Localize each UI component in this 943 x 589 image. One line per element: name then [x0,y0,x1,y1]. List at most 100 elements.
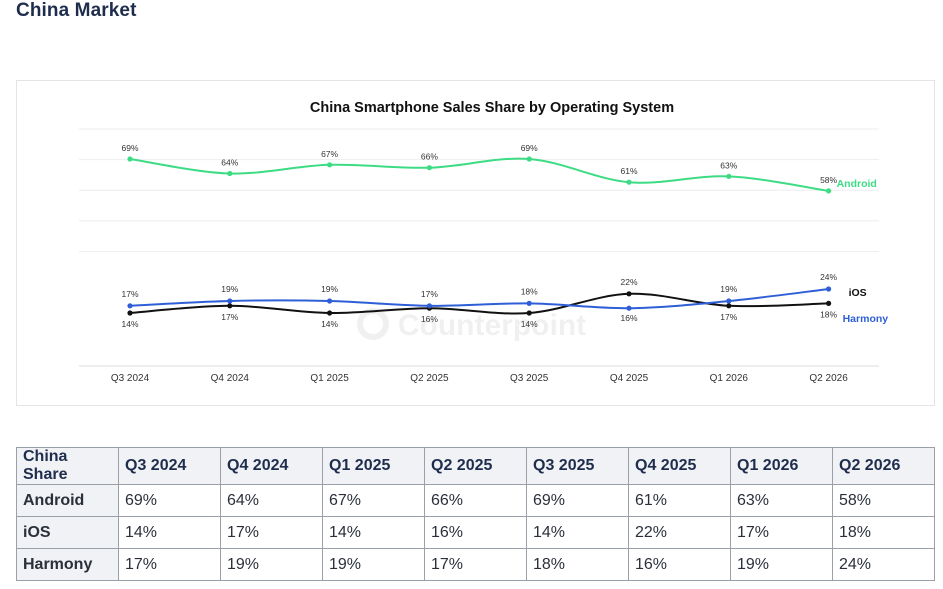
table-cell: 66% [424,484,527,517]
table-corner-header: China Share [16,447,119,485]
data-label: 18% [521,286,538,296]
table-cell: 17% [118,548,221,581]
table-header-row: China Share Q3 2024 Q4 2024 Q1 2025 Q2 2025 Q… [16,447,935,485]
data-point [526,300,532,306]
data-label: 64% [221,158,238,168]
data-label: 66% [421,152,438,162]
table-cell: 17% [220,516,323,549]
x-tick-label: Q3 2025 [510,373,549,384]
table-cell: 16% [628,548,731,581]
data-point [526,310,532,316]
table-row: Android 69% 64% 67% 66% 69% 61% 63% 58% [16,484,935,517]
data-label: 19% [720,284,737,294]
share-table: China Share Q3 2024 Q4 2024 Q1 2025 Q2 2025 Q… [16,447,935,581]
table-cell: 69% [526,484,629,517]
table-cell: 58% [832,484,935,517]
table-cell: 17% [730,516,833,549]
table-cell: 64% [220,484,323,517]
table-cell: 61% [628,484,731,517]
data-point [426,303,432,309]
data-point [426,165,432,171]
series-line-ios [129,292,829,315]
page-title: China Market [16,0,137,21]
table-cell: 14% [118,516,221,549]
chart-card: China Smartphone Sales Share by Operatin… [16,80,935,406]
table-column-header: Q3 2024 [118,447,221,485]
data-point [626,291,632,297]
table-cell: 19% [730,548,833,581]
data-point [127,156,133,162]
table-row-header: iOS [16,516,119,549]
data-point [826,300,832,306]
table-column-header: Q4 2024 [220,447,323,485]
table-cell: 19% [322,548,425,581]
table-row-header: Android [16,484,119,517]
watermark-logo [357,308,389,340]
data-label: 17% [720,312,737,322]
table-column-header: Q1 2025 [322,447,425,485]
table-cell: 18% [832,516,935,549]
table-cell: 67% [322,484,425,517]
x-tick-label: Q2 2026 [809,373,848,384]
data-label: 22% [620,277,637,287]
x-tick-label: Q2 2025 [410,373,449,384]
data-point [227,170,233,177]
table-cell: 16% [424,516,527,549]
data-label: 69% [121,143,138,153]
data-label: 14% [321,319,338,329]
data-point [826,188,832,194]
table-column-header: Q3 2025 [526,447,629,485]
data-point [327,162,333,168]
data-label: 17% [421,289,438,299]
table-row: iOS 14% 17% 14% 16% 14% 22% 17% 18% [16,516,935,549]
data-label: 17% [121,289,138,299]
series-line-harmony [129,288,829,310]
data-point [327,310,333,316]
data-label: 16% [421,314,438,324]
data-point [626,179,632,185]
data-point [726,173,732,179]
data-label: 14% [521,319,538,329]
data-point [726,298,732,304]
x-tick-label: Q3 2024 [111,373,150,384]
data-point [127,310,133,316]
watermark-text: Counterpoint [398,309,586,342]
table-row: Harmony 17% 19% 19% 17% 18% 16% 19% 24% [16,548,935,581]
data-label: 63% [720,160,737,170]
table-cell: 17% [424,548,527,581]
data-point [227,303,233,309]
x-tick-label: Q1 2025 [310,373,349,384]
series-label-harmony: Harmony [843,313,889,325]
table-cell: 69% [118,484,221,517]
data-point [227,298,233,304]
data-label: 67% [321,149,338,159]
table-cell: 24% [832,548,935,581]
data-point [826,286,832,292]
data-label: 19% [221,284,238,294]
data-label: 16% [620,313,637,323]
table-column-header: Q2 2026 [832,447,935,485]
data-label: 14% [121,319,138,329]
data-label: 19% [321,284,338,294]
series-label-ios: iOS [849,287,867,299]
table-cell: 14% [526,516,629,549]
data-point [127,303,133,309]
table-cell: 14% [322,516,425,549]
table-column-header: Q1 2026 [730,447,833,485]
table-column-header: Q2 2025 [424,447,527,485]
series-label-android: Android [837,178,877,190]
data-point [327,298,333,304]
x-tick-label: Q4 2024 [211,373,250,384]
table-cell: 18% [526,548,629,581]
table-row-header: Harmony [16,548,119,581]
data-point [626,305,632,311]
data-point [726,303,732,309]
data-label: 17% [221,312,238,322]
chart-title: China Smartphone Sales Share by Operatin… [310,100,674,116]
line-chart: China Smartphone Sales Share by Operatin… [79,100,889,384]
table-cell: 19% [220,548,323,581]
data-label: 18% [820,309,837,319]
data-label: 24% [820,272,837,282]
data-label: 69% [521,143,538,153]
data-label: 58% [820,175,837,185]
